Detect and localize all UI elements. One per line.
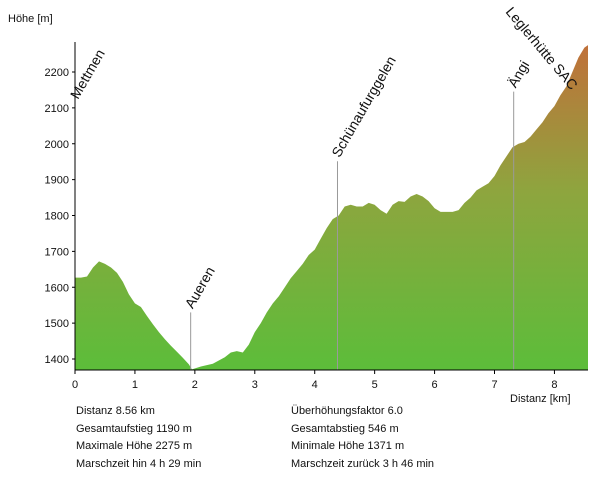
stat-max-height: Maximale Höhe 2275 m <box>76 440 193 452</box>
x-tick-label: 3 <box>252 379 258 391</box>
x-tick-label: 5 <box>372 379 378 391</box>
y-tick-label: 1800 <box>45 211 69 223</box>
waypoint-label: Aueren <box>181 264 217 311</box>
stat-total-ascent: Gesamtaufstieg 1190 m <box>76 422 192 435</box>
stat-exaggeration: Überhöhungsfaktor 6.0 <box>291 405 403 417</box>
y-tick-label: 2000 <box>45 139 69 151</box>
x-tick-label: 0 <box>72 379 78 391</box>
waypoint-label: Ängi <box>504 58 532 90</box>
y-tick-label: 2100 <box>45 103 69 115</box>
y-tick-label: 2200 <box>45 67 69 79</box>
y-tick-label: 1900 <box>45 175 69 187</box>
x-tick-label: 6 <box>432 379 438 391</box>
x-axis-ticks: 0 1 2 3 4 5 6 7 8 <box>72 370 558 391</box>
elevation-area <box>75 45 588 370</box>
waypoint-label: Schünaufurggelen <box>328 53 399 159</box>
y-axis-title: Höhe [m] <box>8 13 53 25</box>
stat-time-back: Marschzeit zurück 3 h 46 min <box>291 457 435 470</box>
y-tick-label: 1700 <box>45 246 69 258</box>
stat-distance: Distanz 8.56 km <box>76 405 155 417</box>
y-tick-label: 1500 <box>45 318 69 330</box>
y-tick-label: 1400 <box>45 354 69 366</box>
x-tick-label: 1 <box>132 379 138 391</box>
stats-right: Überhöhungsfaktor 6.0 Gesamtabstieg 546 … <box>291 403 434 473</box>
x-tick-label: 8 <box>551 379 557 391</box>
x-tick-label: 7 <box>491 379 497 391</box>
x-tick-label: 4 <box>312 379 318 391</box>
waypoint-label: Mettmen <box>67 46 108 101</box>
x-axis-title: Distanz [km] <box>510 393 571 405</box>
y-tick-label: 1600 <box>45 282 69 294</box>
y-axis-ticks: 1400 1500 1600 1700 1800 1900 2000 2100 2200 <box>45 67 75 366</box>
stat-total-descent: Gesamtabstieg 546 m <box>291 422 399 435</box>
x-tick-label: 2 <box>192 379 198 391</box>
stat-time-there: Marschzeit hin 4 h 29 min <box>76 457 202 470</box>
stats-left: Distanz 8.56 km Gesamtaufstieg 1190 m Ma… <box>76 403 201 473</box>
stat-min-height: Minimale Höhe 1371 m <box>291 440 405 452</box>
